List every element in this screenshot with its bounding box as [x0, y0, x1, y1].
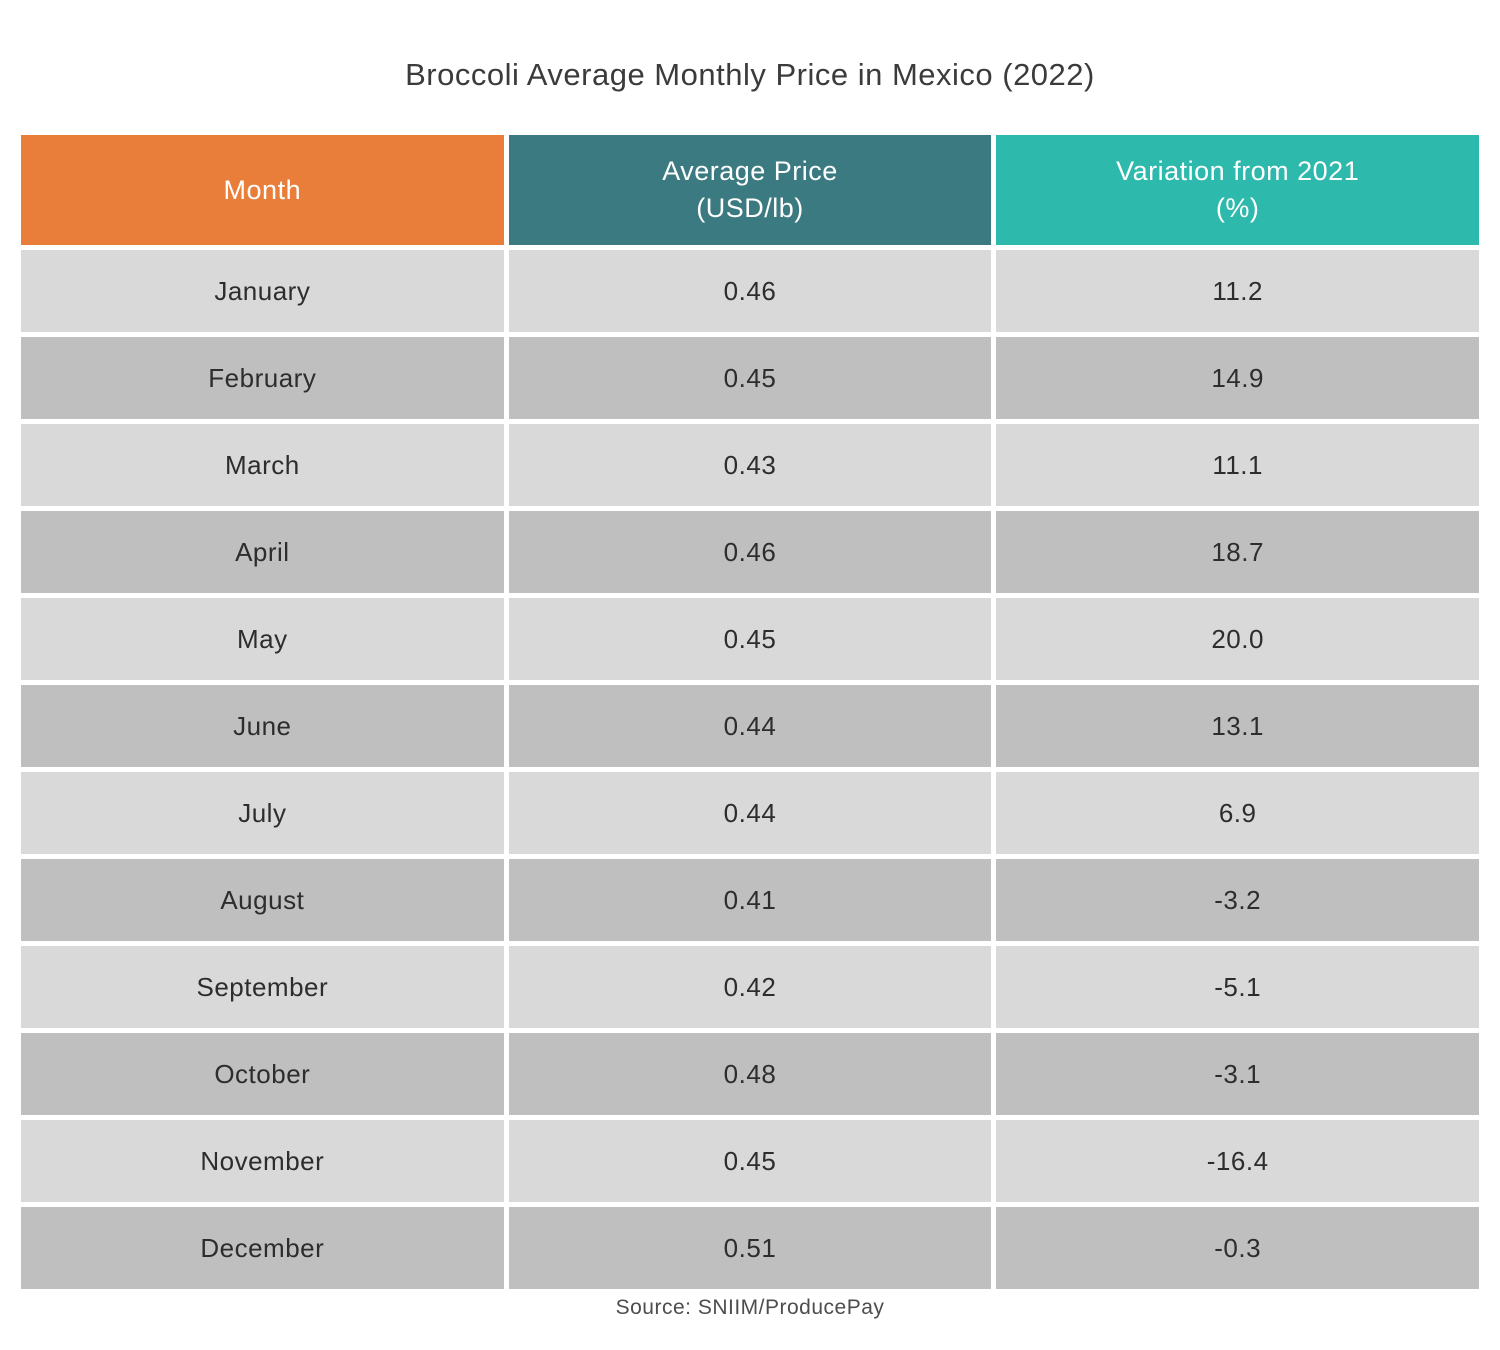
header-row: Month Average Price (USD/lb) Variation f…: [21, 135, 1479, 245]
cell-variation: 11.2: [996, 250, 1479, 332]
table-container: Month Average Price (USD/lb) Variation f…: [0, 130, 1500, 1294]
cell-month: April: [21, 511, 504, 593]
table-row-may: May 0.45 20.0: [21, 598, 1479, 680]
table-row-june: June 0.44 13.1: [21, 685, 1479, 767]
table-row-august: August 0.41 -3.2: [21, 859, 1479, 941]
table-row-march: March 0.43 11.1: [21, 424, 1479, 506]
cell-price: 0.48: [508, 1033, 992, 1115]
cell-month: March: [21, 424, 504, 506]
column-header-variation: Variation from 2021 (%): [996, 135, 1479, 245]
cell-price: 0.46: [508, 511, 992, 593]
price-table: Month Average Price (USD/lb) Variation f…: [16, 130, 1484, 1294]
cell-variation: -16.4: [996, 1120, 1479, 1202]
cell-variation: -3.2: [996, 859, 1479, 941]
page-title: Broccoli Average Monthly Price in Mexico…: [405, 57, 1095, 92]
cell-month: August: [21, 859, 504, 941]
table-row-december: December 0.51 -0.3: [21, 1207, 1479, 1289]
cell-variation: -5.1: [996, 946, 1479, 1028]
cell-variation: 20.0: [996, 598, 1479, 680]
cell-price: 0.51: [508, 1207, 992, 1289]
cell-price: 0.44: [508, 685, 992, 767]
table-header: Month Average Price (USD/lb) Variation f…: [21, 135, 1479, 245]
cell-variation: 18.7: [996, 511, 1479, 593]
header-label: Month: [223, 174, 302, 205]
cell-price: 0.45: [508, 598, 992, 680]
header-label-line1: Average Price: [662, 156, 838, 186]
cell-month: November: [21, 1120, 504, 1202]
header-label-line1: Variation from 2021: [1116, 156, 1360, 186]
table-row-october: October 0.48 -3.1: [21, 1033, 1479, 1115]
table-row-july: July 0.44 6.9: [21, 772, 1479, 854]
table-row-november: November 0.45 -16.4: [21, 1120, 1479, 1202]
table-row-september: September 0.42 -5.1: [21, 946, 1479, 1028]
cell-price: 0.46: [508, 250, 992, 332]
cell-month: January: [21, 250, 504, 332]
column-header-average-price: Average Price (USD/lb): [508, 135, 992, 245]
cell-variation: 14.9: [996, 337, 1479, 419]
source-caption: Source: SNIIM/ProducePay: [615, 1296, 885, 1319]
header-label-line2: (USD/lb): [696, 193, 804, 223]
cell-price: 0.42: [508, 946, 992, 1028]
cell-month: May: [21, 598, 504, 680]
cell-price: 0.45: [508, 1120, 992, 1202]
cell-month: December: [21, 1207, 504, 1289]
cell-month: June: [21, 685, 504, 767]
table-row-february: February 0.45 14.9: [21, 337, 1479, 419]
cell-price: 0.44: [508, 772, 992, 854]
table-row-january: January 0.46 11.2: [21, 250, 1479, 332]
cell-price: 0.43: [508, 424, 992, 506]
header-label-line2: (%): [1215, 193, 1260, 223]
cell-month: October: [21, 1033, 504, 1115]
cell-month: July: [21, 772, 504, 854]
cell-variation: 11.1: [996, 424, 1479, 506]
cell-price: 0.41: [508, 859, 992, 941]
table-body: January 0.46 11.2 February 0.45 14.9 Mar…: [21, 250, 1479, 1289]
cell-month: September: [21, 946, 504, 1028]
cell-variation: 13.1: [996, 685, 1479, 767]
table-row-april: April 0.46 18.7: [21, 511, 1479, 593]
cell-price: 0.45: [508, 337, 992, 419]
cell-variation: -3.1: [996, 1033, 1479, 1115]
column-header-month: Month: [21, 135, 504, 245]
cell-month: February: [21, 337, 504, 419]
cell-variation: 6.9: [996, 772, 1479, 854]
cell-variation: -0.3: [996, 1207, 1479, 1289]
